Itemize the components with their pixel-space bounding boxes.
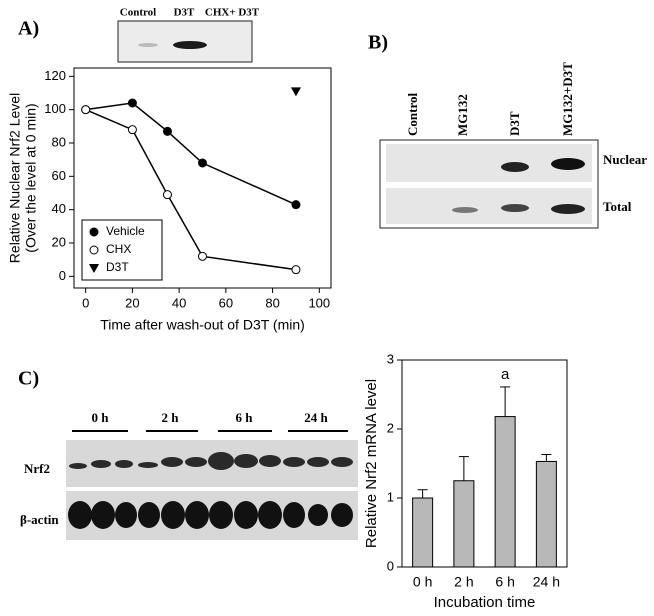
blot-a: Control D3T CHX+ D3T bbox=[117, 7, 260, 63]
x-tick-label: 0 bbox=[82, 295, 89, 310]
band bbox=[551, 204, 585, 214]
x-tick-label: 6 h bbox=[495, 574, 514, 590]
lane-label: 2 h bbox=[162, 410, 180, 425]
marker bbox=[198, 251, 207, 261]
marker bbox=[162, 190, 172, 200]
blot-c: 0 h 2 h 6 h 24 h Nrf2 β-actin bbox=[20, 410, 358, 540]
bands-nrf2 bbox=[69, 452, 353, 470]
band bbox=[551, 158, 585, 170]
legend-label: CHX bbox=[106, 242, 131, 256]
plot-frame bbox=[73, 67, 332, 289]
bar bbox=[535, 460, 557, 568]
lane-label: Control bbox=[120, 7, 156, 19]
x-axis-label: Incubation time bbox=[434, 594, 536, 611]
y-tick-label: 1 bbox=[387, 489, 394, 504]
y-tick-label: 2 bbox=[387, 420, 394, 435]
legend-marker bbox=[89, 264, 99, 273]
y-axis-label: Relative Nuclear Nrf2 Level bbox=[7, 93, 23, 263]
row-label: Total bbox=[603, 199, 632, 214]
row-label: β-actin bbox=[20, 512, 59, 527]
lane-label: MG132+D3T bbox=[560, 62, 575, 136]
marker bbox=[290, 87, 301, 97]
blot-gap bbox=[66, 487, 358, 491]
marker bbox=[162, 126, 172, 136]
y-tick-label: 20 bbox=[52, 234, 66, 249]
y-tick-label: 60 bbox=[52, 168, 66, 183]
band bbox=[501, 162, 529, 172]
row-label: Nuclear bbox=[603, 152, 647, 167]
panel-label: B) bbox=[368, 32, 388, 54]
legend-label: Vehicle bbox=[106, 224, 145, 238]
lane-label: Control bbox=[405, 93, 420, 136]
y-tick-label: 3 bbox=[387, 351, 394, 366]
x-tick-label: 100 bbox=[308, 295, 330, 310]
marker bbox=[127, 125, 137, 135]
bands-actin bbox=[68, 501, 353, 529]
bar bbox=[412, 497, 434, 568]
x-tick-label: 0 h bbox=[413, 574, 432, 590]
marker bbox=[198, 158, 207, 168]
band bbox=[138, 43, 158, 47]
x-tick-label: 24 h bbox=[533, 574, 560, 590]
marker bbox=[81, 105, 91, 115]
band bbox=[501, 204, 529, 212]
y-axis-label: (Over the level at 0 min) bbox=[23, 103, 39, 252]
legend-label: D3T bbox=[106, 260, 129, 274]
legend-marker bbox=[89, 245, 99, 255]
x-tick-label: 40 bbox=[172, 295, 186, 310]
marker bbox=[127, 98, 137, 108]
annotation: a bbox=[501, 366, 510, 383]
plot-frame bbox=[401, 359, 568, 568]
marker bbox=[291, 200, 301, 210]
x-tick-label: 60 bbox=[219, 295, 233, 310]
legend-marker bbox=[89, 227, 99, 237]
bar bbox=[494, 416, 516, 568]
band bbox=[452, 207, 478, 213]
x-tick-label: 2 h bbox=[454, 574, 473, 590]
lane-label: MG132 bbox=[455, 94, 470, 136]
lane-label: 6 h bbox=[236, 410, 254, 425]
bar bbox=[453, 480, 475, 568]
x-axis-label: Time after wash-out of D3T (min) bbox=[100, 317, 305, 333]
y-tick-label: 80 bbox=[52, 134, 66, 149]
blot-b: Control MG132 D3T MG132+D3T Nuclear Tota… bbox=[379, 62, 647, 229]
y-tick-label: 120 bbox=[44, 68, 66, 83]
lane-label: 24 h bbox=[304, 410, 328, 425]
x-tick-label: 20 bbox=[125, 295, 139, 310]
lane-label: CHX+ D3T bbox=[205, 7, 260, 19]
y-axis-label: Relative Nrf2 mRNA level bbox=[363, 379, 380, 548]
marker bbox=[291, 265, 301, 275]
y-tick-label: 40 bbox=[52, 201, 66, 216]
x-tick-label: 80 bbox=[265, 295, 279, 310]
series-line bbox=[85, 102, 297, 206]
row-label: Nrf2 bbox=[24, 461, 50, 476]
y-tick-label: 0 bbox=[59, 268, 66, 283]
band bbox=[173, 41, 207, 49]
y-tick-label: 100 bbox=[44, 101, 66, 116]
panel-label: C) bbox=[18, 368, 39, 390]
lane-label: D3T bbox=[507, 111, 522, 136]
y-tick-label: 0 bbox=[387, 558, 394, 573]
lane-label: 0 h bbox=[92, 410, 110, 425]
panel-label: A) bbox=[18, 18, 39, 40]
lane-label: D3T bbox=[174, 7, 195, 19]
